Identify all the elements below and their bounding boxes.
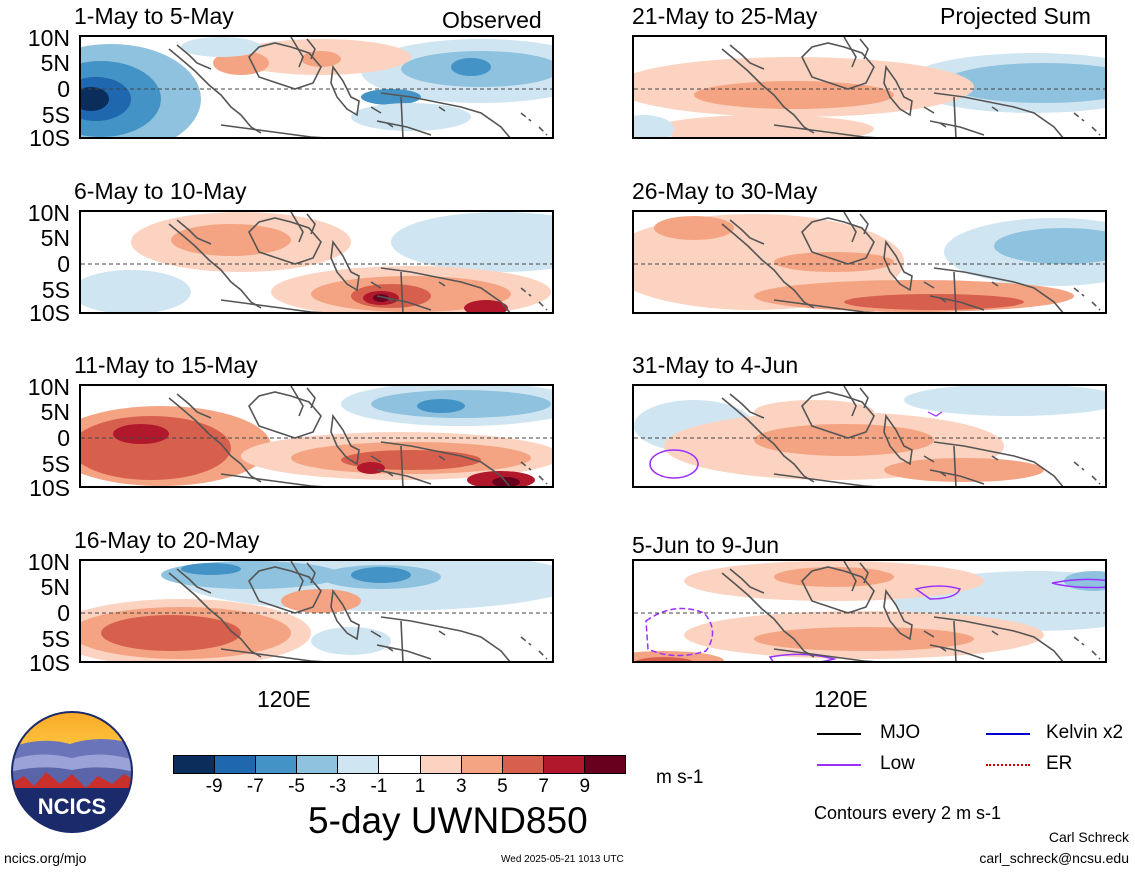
y-tick-label: 5S: [41, 451, 70, 477]
ncics-logo: NCICS: [10, 710, 134, 834]
colorbar-swatch: [215, 756, 257, 773]
colorbar-swatch: [379, 756, 421, 773]
legend-kelvin-label: Kelvin x2: [1046, 722, 1124, 743]
map-panel-2: [79, 210, 554, 314]
colorbar-swatch: [502, 756, 544, 773]
footer-email: carl_schreck@ncsu.edu: [979, 850, 1129, 866]
colorbar-swatch: [461, 756, 503, 773]
colorbar-swatch: [174, 756, 216, 773]
colorbar-swatch: [584, 756, 626, 773]
y-tick-label: 5S: [41, 626, 70, 652]
legend-mjo-line: [817, 733, 861, 735]
map-panel-8: [632, 559, 1107, 663]
map-panel-1: [79, 35, 554, 139]
legend-mjo-label: MJO: [880, 722, 921, 743]
footer-timestamp: Wed 2025-05-21 1013 UTC: [501, 854, 624, 865]
y-tick-label: 5N: [40, 399, 70, 425]
colorbar-tick-label: 3: [455, 776, 467, 797]
colorbar-swatch: [297, 756, 339, 773]
map-panel-5: [632, 35, 1107, 139]
map-panel-6: [632, 210, 1107, 314]
chart-title: 5-day UWND850: [308, 800, 588, 841]
y-tick-label: 10N: [27, 25, 70, 51]
panel-title: 16-May to 20-May: [74, 527, 260, 553]
panel-title: 1-May to 5-May: [74, 3, 234, 29]
y-tick-label: 0: [57, 425, 70, 451]
y-tick-label: 0: [57, 76, 70, 102]
footer-author: Carl Schreck: [1048, 829, 1129, 845]
y-tick-label: 0: [57, 600, 70, 626]
colorbar-tick-label: 9: [579, 776, 591, 797]
map-panel-7: [632, 384, 1107, 488]
legend-kelvin-line: [986, 733, 1030, 735]
panel-title: 31-May to 4-Jun: [632, 352, 799, 378]
colorbar-tick-label: 7: [538, 776, 549, 797]
panel-title: 5-Jun to 9-Jun: [632, 532, 780, 558]
colorbar-tick-label: 1: [414, 776, 426, 797]
colorbar-tick-label: -5: [288, 776, 305, 797]
map-panel-3: [79, 384, 554, 488]
colorbar-tick-label: -7: [246, 776, 264, 797]
x-axis-label-left: 120E: [257, 686, 311, 712]
y-tick-label: 10S: [29, 300, 70, 326]
y-tick-label: 0: [57, 251, 70, 277]
y-tick-label: 5S: [41, 277, 70, 303]
colorbar-swatch: [420, 756, 462, 773]
y-tick-label: 10N: [27, 549, 70, 575]
legend-er-label: ER: [1046, 753, 1073, 774]
x-axis-label-right: 120E: [814, 686, 868, 712]
colorbar-swatch: [338, 756, 380, 773]
footer-url: ncics.org/mjo: [4, 850, 87, 866]
colorbar-swatch: [543, 756, 585, 773]
contour-note: Contours every 2 m s-1: [814, 803, 1002, 823]
panel-title: 21-May to 25-May: [632, 3, 818, 29]
y-tick-label: 10N: [27, 374, 70, 400]
legend-low-label: Low: [880, 753, 915, 774]
colorbar-tick-label: 5: [497, 776, 508, 797]
y-tick-label: 10S: [29, 475, 70, 501]
panel-title: 11-May to 15-May: [74, 352, 258, 378]
logo-text: NCICS: [38, 794, 106, 819]
y-tick-label: 10S: [29, 650, 70, 676]
panel-tag: Projected Sum: [940, 3, 1091, 29]
y-tick-label: 10S: [29, 125, 70, 151]
y-tick-label: 5N: [40, 574, 70, 600]
y-tick-label: 5S: [41, 102, 70, 128]
y-tick-label: 5N: [40, 225, 70, 251]
colorbar-tick-label: -1: [370, 776, 388, 797]
colorbar-tick-label: -9: [205, 776, 223, 797]
y-tick-label: 5N: [40, 50, 70, 76]
legend-low-line: [817, 764, 861, 766]
panel-tag: Observed: [442, 7, 542, 33]
legend-er-line: [986, 764, 1030, 766]
colorbar-swatch: [256, 756, 298, 773]
map-panel-4: [79, 559, 554, 663]
y-tick-label: 10N: [27, 200, 70, 226]
panel-title: 6-May to 10-May: [74, 178, 247, 204]
panel-title: 26-May to 30-May: [632, 178, 818, 204]
colorbar: [173, 755, 626, 774]
colorbar-tick-label: -3: [329, 776, 347, 797]
colorbar-units: m s-1: [656, 767, 704, 788]
